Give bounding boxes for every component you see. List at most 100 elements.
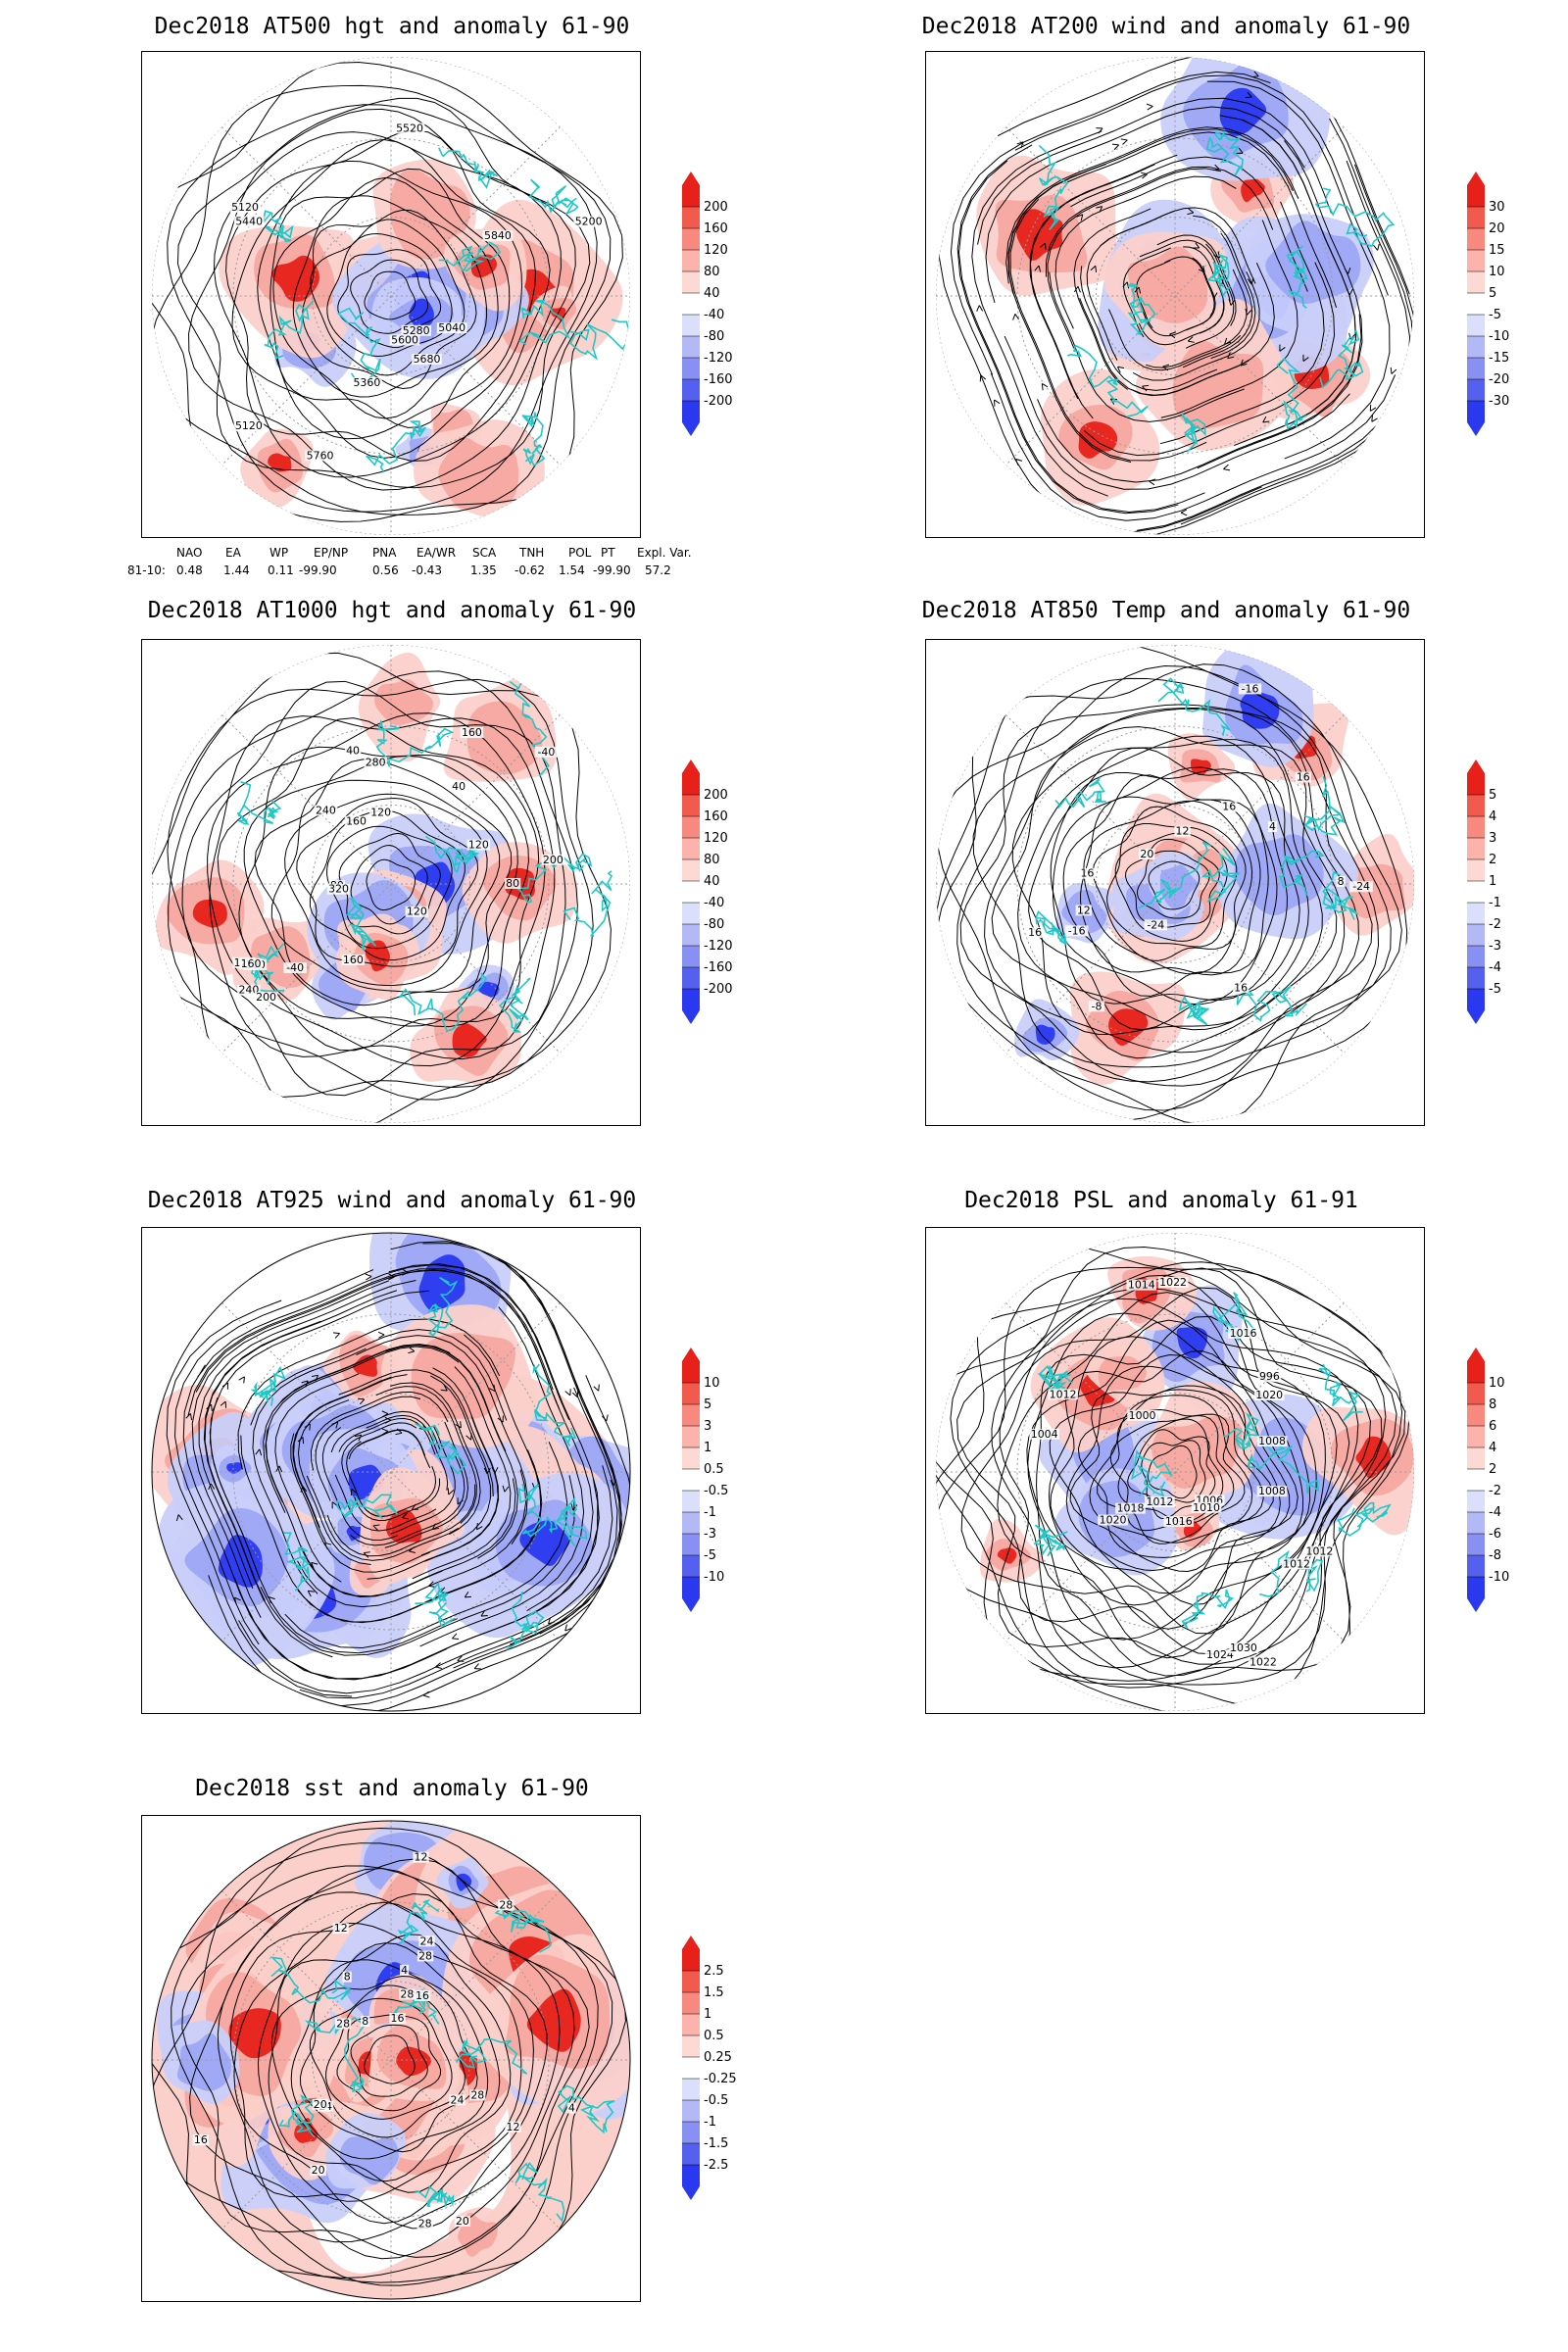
contour-label: 1018 bbox=[1117, 1502, 1145, 1515]
panel-title-925: Dec2018 AT925 wind and anomaly 61-90 bbox=[147, 1188, 637, 1213]
map-canvas: 2828242420161284282824201612842820161228 bbox=[151, 1820, 631, 2300]
contour-label-bg bbox=[460, 727, 484, 739]
panel-title-psl: Dec2018 PSL and anomaly 61-91 bbox=[964, 1188, 1358, 1213]
contour-label-bg bbox=[416, 2218, 433, 2230]
index-value-nao: 0.48 bbox=[176, 564, 203, 577]
contour-label: 1020 bbox=[1100, 1514, 1127, 1527]
colorbar-arrow-bottom bbox=[682, 1598, 700, 1612]
colorbar-arrow-top bbox=[1467, 172, 1485, 185]
colorbar-label: -10 bbox=[1489, 1570, 1509, 1585]
contour-label: 4 bbox=[568, 2102, 575, 2115]
contour-label: -16 bbox=[1068, 924, 1086, 937]
contour-label: 5120 bbox=[231, 201, 259, 214]
colorbar-label: -2 bbox=[1489, 1484, 1501, 1498]
contour-label-bg bbox=[1349, 881, 1373, 893]
anomaly-shading bbox=[219, 159, 623, 520]
colorbar-segment bbox=[682, 250, 700, 271]
contour-label-bg bbox=[389, 334, 420, 346]
index-header-eawr: EA/WR bbox=[416, 546, 457, 560]
colorbar-segment bbox=[1467, 293, 1485, 315]
colorbar-label: -3 bbox=[704, 1527, 716, 1542]
colorbar-arrow-bottom bbox=[682, 2186, 700, 2200]
index-header-epnp: EP/NP bbox=[314, 546, 349, 560]
contour-label-bg bbox=[505, 2121, 521, 2132]
contour-label: 1016 bbox=[1230, 1327, 1257, 1340]
colorbar-925: 10 5 3 1 0.5 -0.5 -1 -3 -5 -10 bbox=[682, 1348, 741, 1636]
colorbar-label: -1 bbox=[704, 1505, 716, 1520]
colorbar-segment bbox=[682, 989, 700, 1010]
colorbar-label: -80 bbox=[704, 917, 724, 932]
contour-label: 12 bbox=[507, 2121, 520, 2133]
colorbar-label: -5 bbox=[1489, 308, 1501, 322]
colorbar-segment bbox=[682, 795, 700, 816]
anomaly-shading bbox=[976, 56, 1374, 506]
contour-label-bg bbox=[1238, 683, 1262, 695]
colorbar-arrow-top bbox=[1467, 1348, 1485, 1361]
coastline-layer bbox=[1035, 677, 1359, 1026]
colorbar-label: 120 bbox=[704, 831, 728, 846]
colorbar-segment bbox=[682, 2057, 700, 2079]
contour-label: 1020 bbox=[1255, 1389, 1283, 1401]
contour-label: 5280 bbox=[403, 324, 430, 337]
contour-label-bg bbox=[449, 2094, 466, 2106]
contour-label-bg bbox=[1064, 925, 1089, 937]
colorbar-label: -120 bbox=[704, 939, 733, 954]
contour-label: 120 bbox=[407, 906, 427, 918]
colorbar-segment bbox=[682, 379, 700, 401]
contour-lines bbox=[935, 644, 1408, 1124]
contour-label-bg bbox=[412, 354, 442, 366]
map-panel-psl: 1006 1008 1010 1012 1016 1018 1020 1022 1024 1030… bbox=[925, 1227, 1425, 1714]
colorbar-segment bbox=[682, 1577, 700, 1598]
contour-label-bg bbox=[239, 957, 263, 969]
anomaly-shading bbox=[1014, 644, 1415, 1085]
polar-disc bbox=[935, 56, 1415, 536]
colorbar-segment bbox=[1467, 358, 1485, 379]
colorbar-label: -5 bbox=[1489, 982, 1501, 997]
contour-label-bg bbox=[1144, 919, 1168, 931]
contour-label: 5840 bbox=[484, 229, 512, 242]
colorbar-label: 3 bbox=[704, 1419, 711, 1434]
contour-label: 12 bbox=[415, 1851, 428, 1864]
contour-label-bg bbox=[566, 2102, 576, 2114]
index-value-pol: 1.54 bbox=[559, 564, 585, 577]
colorbar-label: -4 bbox=[1489, 960, 1501, 975]
contour-label-bg bbox=[310, 2165, 326, 2177]
colorbar-label: -120 bbox=[704, 351, 733, 366]
contour-label-bg bbox=[399, 1988, 416, 2000]
contour-label-bg bbox=[400, 1964, 410, 1976]
contour-label: 16 bbox=[416, 1989, 429, 2002]
coastline-layer bbox=[1038, 130, 1396, 453]
colorbar-segment bbox=[1467, 336, 1485, 358]
contour-label: 20 bbox=[312, 2164, 325, 2177]
index-value-sca: 1.35 bbox=[470, 564, 497, 577]
map-panel-sst: 2828242420161284282824201612842820161228 bbox=[141, 1815, 641, 2302]
colorbar-label: -200 bbox=[704, 394, 733, 409]
colorbar-label: 160 bbox=[704, 809, 728, 824]
colorbar-label: -15 bbox=[1489, 351, 1509, 366]
colorbar-label: 40 bbox=[704, 286, 720, 301]
colorbar-segment bbox=[1467, 924, 1485, 946]
contour-label-bg bbox=[414, 1989, 431, 2001]
colorbar-segment bbox=[682, 271, 700, 293]
contour-label-bg bbox=[233, 216, 265, 227]
colorbar-label: -160 bbox=[704, 372, 733, 387]
contour-label: 5120 bbox=[235, 419, 263, 432]
contour-label-bg bbox=[1157, 1276, 1189, 1288]
colorbar-label: -2.5 bbox=[704, 2158, 728, 2173]
colorbar-arrow-bottom bbox=[1467, 1010, 1485, 1024]
colorbar-segment bbox=[682, 946, 700, 967]
colorbar-label: 120 bbox=[704, 243, 728, 258]
colorbar-arrow-top bbox=[682, 1936, 700, 1949]
contour-label: 5600 bbox=[391, 333, 418, 346]
colorbar-label: 4 bbox=[1489, 1441, 1496, 1455]
contour-label-bg bbox=[1079, 867, 1096, 879]
contour-label-bg bbox=[418, 1936, 435, 1947]
contour-label-bg bbox=[237, 984, 261, 996]
index-value-pt: -99.90 bbox=[593, 564, 631, 577]
contour-label-bg bbox=[405, 906, 429, 917]
contour-label-bg bbox=[498, 1899, 514, 1911]
contour-label-bg bbox=[454, 2216, 471, 2227]
contour-label-bg bbox=[1281, 1558, 1312, 1570]
contour-label-bg bbox=[1126, 1279, 1157, 1291]
contour-label-bg bbox=[364, 757, 387, 768]
